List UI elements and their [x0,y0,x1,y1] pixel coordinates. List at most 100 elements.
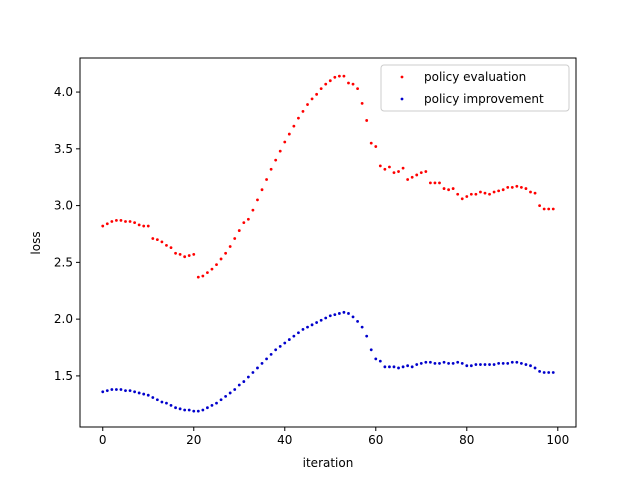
data-point [115,388,118,391]
data-point [124,389,127,393]
x-tick-label: 20 [186,433,201,447]
data-point [269,352,273,356]
data-point [378,359,382,363]
data-point [219,257,223,261]
data-point [515,184,519,188]
data-point [119,218,123,222]
data-point [419,362,423,365]
data-point [474,363,478,366]
data-point [174,406,177,410]
data-point [110,388,114,391]
data-point [256,198,259,202]
data-point [519,186,523,189]
data-point [501,362,505,365]
data-point [260,188,264,192]
data-point [237,383,241,387]
data-point [483,191,487,195]
data-point [160,400,164,404]
data-point [315,92,319,96]
y-axis-ticks: 1.5 2.0 2.5 3.0 3.5 4.0 [54,85,80,383]
data-point [128,389,132,393]
data-point [383,167,387,171]
data-point [306,325,309,329]
data-point [538,204,541,208]
data-point [201,408,205,412]
data-point [151,237,155,240]
series-1 [101,74,555,279]
data-point [251,371,255,374]
data-point [274,348,278,352]
data-point [206,271,209,274]
data-point [542,371,546,374]
data-point [165,401,168,405]
data-point [365,119,369,122]
data-point [479,190,482,194]
y-tick-label: 3.5 [54,142,73,156]
data-point [360,102,364,105]
data-point [233,388,237,391]
plot-area [80,58,576,427]
data-point [542,207,546,211]
data-point [260,362,264,365]
data-point [110,220,114,223]
data-point [510,360,514,364]
data-point [356,320,359,323]
data-point [456,192,460,196]
data-point [246,217,250,221]
data-point [146,393,150,397]
data-point [469,364,473,368]
data-point [224,251,228,255]
data-point [428,360,432,364]
data-point [192,253,196,256]
y-tick-label: 3.0 [54,199,73,213]
data-point [369,141,373,145]
data-point [342,310,346,314]
data-point [333,75,337,79]
data-point [269,167,273,171]
data-point [183,255,187,259]
data-point [551,207,555,211]
series-2 [101,310,555,413]
x-axis-ticks: 0 20 40 60 80 100 [99,427,569,447]
data-point [265,357,268,361]
data-point [242,380,246,383]
data-point [392,171,396,175]
data-point [160,240,164,244]
data-point [278,344,282,348]
data-point [374,145,378,148]
data-point [551,371,555,374]
data-point [510,186,514,189]
data-point [351,315,355,319]
data-point [524,363,528,366]
data-point [401,166,405,170]
data-point [224,394,228,398]
data-point [228,245,232,248]
data-point [328,314,332,318]
data-point [424,360,428,364]
data-point [146,224,150,228]
legend-marker [400,97,404,101]
data-point [246,375,250,379]
data-point [365,334,369,338]
data-point [492,363,496,366]
data-point [397,170,400,173]
data-point [124,220,127,223]
data-point [397,366,400,370]
data-point [201,274,205,278]
data-point [519,362,523,365]
data-point [342,74,346,78]
y-axis-label: loss [29,231,43,254]
x-tick-label: 60 [368,433,383,447]
data-point [333,313,337,316]
data-point [155,238,159,242]
data-point [442,187,446,190]
x-tick-label: 100 [546,433,569,447]
y-tick-label: 2.0 [54,312,73,326]
data-point [242,221,246,225]
data-point [401,365,405,369]
data-point [347,312,350,315]
data-point [219,398,223,402]
data-point [474,192,478,196]
data-point [287,338,291,341]
data-point [228,391,232,395]
